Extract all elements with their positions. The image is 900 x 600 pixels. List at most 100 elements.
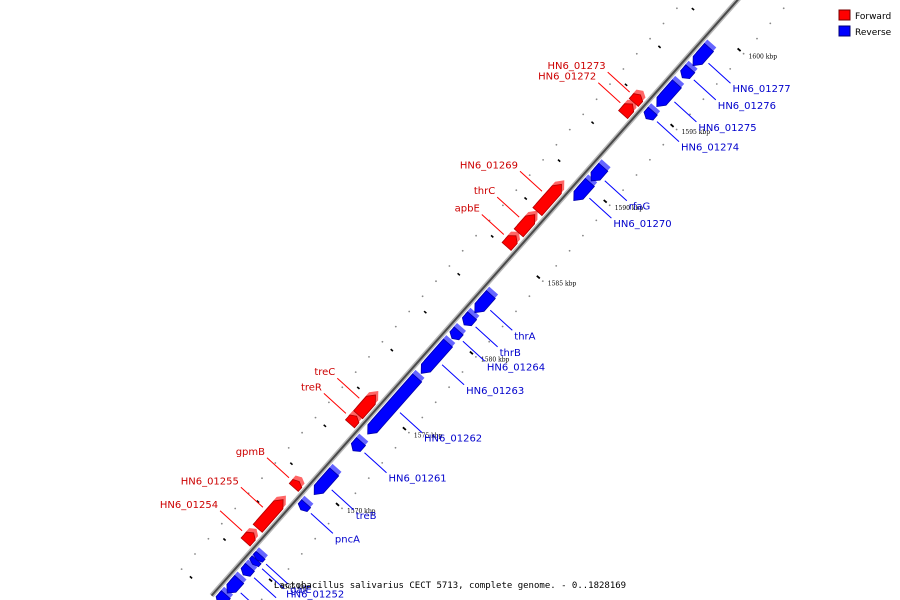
gene-body (350, 437, 367, 452)
reverse-gene (656, 75, 685, 108)
backbone-layer (209, 0, 741, 598)
gene-body (226, 574, 245, 594)
forward-gene (513, 210, 538, 238)
gene-leader-line (331, 489, 355, 511)
guide-dot (608, 204, 611, 207)
gene-body (344, 414, 360, 429)
guide-dot (609, 83, 611, 85)
guide-dot (328, 401, 330, 404)
gene-label: HN6_01275 (698, 123, 756, 134)
reverse-gene (474, 286, 499, 314)
guide-dot (234, 507, 237, 510)
map-caption: Lactobacillus salivarius CECT 5713, comp… (274, 581, 626, 591)
gene-body (461, 311, 478, 327)
dots-layer (180, 7, 785, 600)
scale-tick (736, 47, 742, 52)
gene-body (474, 290, 496, 314)
gene-body (656, 79, 682, 108)
guide-dot (675, 128, 678, 131)
guide-dot (408, 310, 411, 313)
guide-dot (448, 265, 451, 267)
gene-leader-line (708, 62, 731, 84)
gene-body (240, 531, 256, 547)
gene-leader-line (336, 377, 360, 399)
gene-body (501, 235, 518, 251)
scale-tick (536, 275, 541, 280)
guide-dot (501, 325, 504, 328)
gene-label: thrC (474, 186, 495, 197)
guide-dot (434, 401, 437, 404)
guide-dot (542, 159, 544, 161)
gene-body (420, 338, 454, 374)
guide-dot (341, 507, 343, 510)
guide-dot (408, 431, 410, 434)
reverse-gene (449, 323, 466, 341)
guide-dot (635, 174, 638, 176)
gene-body (367, 373, 423, 435)
gene-leader-line (496, 196, 520, 218)
guide-dot (649, 37, 651, 40)
guide-dot (756, 37, 758, 40)
guide-dot (421, 295, 424, 298)
reverse-gene (297, 495, 314, 513)
guide-dot (261, 477, 263, 480)
gene-leader-line (240, 592, 250, 600)
guide-dot (448, 386, 450, 389)
reverse-gene (590, 159, 611, 182)
gene-leader-line (674, 101, 697, 123)
minor-tick (557, 159, 561, 163)
guide-dot (367, 477, 370, 479)
gene-body (680, 64, 696, 80)
scale-tick (469, 350, 474, 355)
guide-dot (475, 356, 477, 358)
minor-tick (457, 272, 461, 276)
guide-dot (622, 68, 625, 70)
guide-dot (702, 98, 705, 101)
reverse-gene (643, 103, 661, 121)
guide-dot (742, 52, 745, 55)
forward-gene (618, 99, 637, 120)
guide-dot (354, 371, 357, 373)
gene-label: treC (314, 367, 335, 378)
minor-tick (189, 575, 193, 579)
guide-dot (595, 98, 598, 101)
minor-tick (390, 348, 394, 352)
gene-body (215, 590, 231, 600)
reverse-gene (420, 335, 456, 374)
minor-tick (590, 121, 595, 125)
guide-dot (421, 416, 424, 419)
gene-label: HN6_01277 (733, 84, 791, 95)
gene-body (590, 162, 609, 182)
gene-leader-line (441, 364, 465, 386)
guide-dot (207, 537, 210, 540)
guide-dot (381, 340, 384, 343)
minor-tick (523, 196, 528, 201)
forward-gene (353, 391, 379, 420)
gene-leader-line (266, 457, 290, 479)
guide-dot (515, 310, 517, 313)
gene-leader-line (462, 340, 486, 362)
legend-forward-swatch (838, 9, 851, 21)
forward-gene (501, 231, 520, 251)
minor-tick (691, 7, 695, 11)
minor-tick (289, 462, 294, 466)
gene-body (288, 479, 303, 492)
guide-dot (769, 22, 772, 25)
forward-gene (532, 180, 565, 217)
gene-top-face (256, 547, 268, 559)
guide-dot (475, 234, 477, 237)
gene-leader-line (475, 326, 498, 348)
scale-tick-label: 1570 kbp (347, 508, 376, 515)
guide-dot (287, 568, 290, 570)
legend-reverse-swatch (838, 25, 851, 37)
guide-dot (488, 340, 491, 343)
gene-body (353, 394, 376, 420)
gene-label: treR (301, 382, 322, 393)
gene-body (532, 183, 562, 217)
scale-tick-label: 1575 kbp (414, 432, 443, 439)
guide-dot (729, 68, 732, 70)
scale-tick-label: 1590 kbp (615, 205, 644, 212)
reverse-gene (680, 60, 698, 80)
legend-forward-label: Forward (855, 12, 891, 22)
